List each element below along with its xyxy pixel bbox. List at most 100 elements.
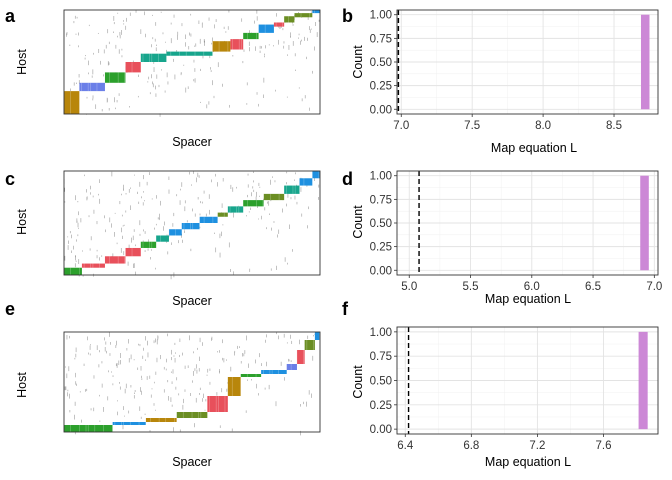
- y-tick-label: 0.50: [370, 218, 392, 230]
- module-block: [296, 350, 305, 364]
- y-tick-label: 1.00: [370, 327, 392, 339]
- heatmap-frame: [63, 331, 321, 433]
- y-tick-label: 0.00: [370, 265, 392, 277]
- heatmap-frame: [63, 170, 321, 276]
- module-block: [112, 422, 146, 425]
- module-block: [227, 377, 241, 396]
- y-axis-title-c: Host: [15, 209, 29, 235]
- heatmap-e: [63, 331, 321, 436]
- x-tick-label: 6.0: [524, 281, 540, 293]
- x-tick-label: 7.0: [393, 120, 409, 132]
- y-tick-label: 0.25: [370, 81, 392, 93]
- module-block: [181, 223, 200, 230]
- heatmap-background: [64, 10, 320, 114]
- x-axis-title-a: Spacer: [172, 135, 212, 149]
- x-tick-label: 7.5: [464, 120, 480, 132]
- x-axis-title-f: Map equation L: [485, 455, 571, 469]
- module-block: [166, 51, 213, 56]
- y-axis-title-b: Count: [351, 45, 365, 79]
- histogram-d: 0.00 0.25 0.50 0.75 1.00 5.0 5.5 6.0 6.5 7.0: [370, 170, 662, 293]
- heatmap-a: [63, 9, 321, 117]
- panel-f: f 0.00 0.25 0.50 0.75 1.00 6.4 6.8 7.2 7.6 Map e…: [342, 299, 659, 469]
- module-block: [79, 82, 105, 92]
- x-tick-label: 8.5: [606, 120, 622, 132]
- module-block: [294, 13, 313, 18]
- module-block: [125, 62, 141, 73]
- y-tick-label: 0.75: [370, 351, 392, 363]
- histogram-bar: [640, 175, 649, 271]
- panel-b: b 0.00 0.25 0.50 0.75 1.00 7.0 7.5 8.0 8.5 Map e…: [342, 6, 659, 155]
- module-block: [64, 91, 80, 114]
- module-block: [284, 16, 295, 23]
- y-axis-title-f: Count: [351, 365, 365, 399]
- x-axis-title-b: Map equation L: [491, 141, 577, 155]
- heatmap-c: [63, 170, 321, 280]
- y-axis-title-d: Count: [351, 205, 365, 239]
- module-block: [284, 185, 300, 194]
- module-block: [176, 412, 208, 418]
- module-block: [140, 53, 167, 62]
- plot-frame: [396, 326, 659, 435]
- panel-letter-f: f: [342, 299, 349, 319]
- histogram-bar: [638, 331, 648, 430]
- module-block: [104, 72, 126, 83]
- panel-letter-a: a: [5, 6, 16, 26]
- y-tick-label: 0.00: [370, 104, 392, 116]
- x-tick-label: 7.6: [595, 440, 611, 452]
- panel-d: d 0.00 0.25 0.50 0.75 1.00 5.0 5.5 6.0 6.5 7.0 Ma…: [342, 169, 662, 306]
- histogram-bar: [640, 14, 650, 110]
- module-block: [81, 263, 105, 268]
- x-tick-label: 6.8: [463, 440, 479, 452]
- y-tick-label: 0.75: [370, 33, 392, 45]
- module-block: [145, 418, 177, 422]
- x-tick-label: 8.0: [535, 120, 551, 132]
- panel-letter-e: e: [5, 299, 15, 319]
- plot-frame: [396, 9, 659, 115]
- panel-letter-c: c: [5, 169, 15, 189]
- module-block: [263, 193, 285, 201]
- panel-a: a Spacer Host: [5, 6, 321, 149]
- module-block: [312, 10, 320, 14]
- x-axis-title-e: Spacer: [172, 455, 212, 469]
- module-block: [314, 332, 320, 340]
- module-block: [104, 256, 126, 264]
- module-block: [243, 32, 259, 40]
- x-tick-label: 5.5: [463, 281, 479, 293]
- module-block: [261, 370, 287, 374]
- x-axis-title-d: Map equation L: [485, 292, 571, 306]
- plot-frame: [396, 170, 659, 276]
- panel-letter-b: b: [342, 6, 353, 26]
- module-block: [243, 200, 264, 207]
- histogram-f: 0.00 0.25 0.50 0.75 1.00 6.4 6.8 7.2 7.6: [370, 326, 659, 452]
- module-block: [304, 340, 315, 350]
- module-block: [207, 396, 228, 412]
- x-tick-label: 6.5: [585, 281, 601, 293]
- heatmap-frame: [63, 9, 321, 115]
- module-block: [286, 364, 297, 370]
- module-block: [64, 425, 113, 432]
- x-tick-label: 6.4: [397, 440, 414, 452]
- module-block: [64, 267, 82, 275]
- y-tick-label: 0.00: [370, 424, 392, 436]
- y-tick-label: 1.00: [370, 10, 392, 22]
- module-block: [312, 171, 320, 179]
- x-tick-label: 5.0: [401, 281, 417, 293]
- module-block: [227, 206, 244, 213]
- y-tick-label: 0.50: [370, 376, 392, 388]
- y-tick-label: 0.50: [370, 57, 392, 69]
- x-tick-label: 7.0: [646, 281, 662, 293]
- module-block: [199, 216, 218, 223]
- y-tick-label: 0.25: [370, 400, 392, 412]
- module-block: [240, 374, 262, 377]
- module-block: [156, 235, 169, 242]
- panel-e: e Spacer Host: [5, 299, 321, 469]
- x-axis-title-c: Spacer: [172, 294, 212, 308]
- module-block: [299, 178, 313, 186]
- module-block: [125, 247, 141, 257]
- module-block: [140, 241, 157, 248]
- background-texture: [64, 332, 320, 436]
- y-tick-label: 0.75: [370, 194, 392, 206]
- module-block: [217, 212, 228, 217]
- module-block: [230, 39, 244, 50]
